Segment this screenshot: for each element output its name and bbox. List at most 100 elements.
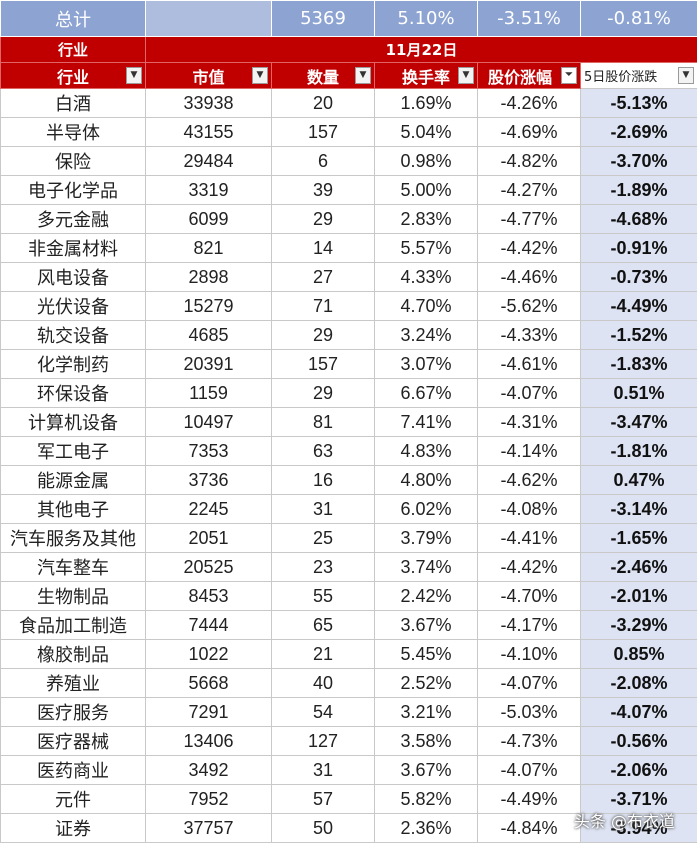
cell-industry[interactable]: 其他电子 (0, 494, 146, 524)
cell-change[interactable]: -4.46% (477, 262, 581, 292)
cell-change5[interactable]: -3.29% (580, 610, 697, 640)
cell-turnover[interactable]: 6.67% (374, 378, 478, 408)
cell-count[interactable]: 157 (271, 349, 375, 379)
cell-turnover[interactable]: 4.83% (374, 436, 478, 466)
cell-change5[interactable]: -3.94% (580, 813, 697, 843)
filter-active-icon[interactable]: ⏷ (561, 67, 577, 84)
cell-change[interactable]: -4.69% (477, 117, 581, 147)
cell-change5[interactable]: -0.91% (580, 233, 697, 263)
cell-turnover[interactable]: 5.57% (374, 233, 478, 263)
cell-turnover[interactable]: 5.04% (374, 117, 478, 147)
cell-cap[interactable]: 8453 (145, 581, 272, 611)
cell-count[interactable]: 31 (271, 494, 375, 524)
cell-count[interactable]: 71 (271, 291, 375, 321)
cell-change5[interactable]: -3.70% (580, 146, 697, 176)
cell-count[interactable]: 65 (271, 610, 375, 640)
cell-cap[interactable]: 29484 (145, 146, 272, 176)
cell-change[interactable]: -4.42% (477, 552, 581, 582)
cell-turnover[interactable]: 3.79% (374, 523, 478, 553)
cell-industry[interactable]: 汽车整车 (0, 552, 146, 582)
cell-count[interactable]: 54 (271, 697, 375, 727)
cell-cap[interactable]: 20391 (145, 349, 272, 379)
cell-cap[interactable]: 2245 (145, 494, 272, 524)
cell-turnover[interactable]: 5.82% (374, 784, 478, 814)
cell-turnover[interactable]: 4.70% (374, 291, 478, 321)
cell-cap[interactable]: 10497 (145, 407, 272, 437)
cell-change[interactable]: -4.82% (477, 146, 581, 176)
cell-industry[interactable]: 计算机设备 (0, 407, 146, 437)
cell-change5[interactable]: -3.71% (580, 784, 697, 814)
cell-change5[interactable]: -0.56% (580, 726, 697, 756)
cell-count[interactable]: 20 (271, 88, 375, 118)
cell-industry[interactable]: 保险 (0, 146, 146, 176)
cell-change[interactable]: -4.73% (477, 726, 581, 756)
cell-count[interactable]: 39 (271, 175, 375, 205)
cell-cap[interactable]: 3736 (145, 465, 272, 495)
cell-count[interactable]: 57 (271, 784, 375, 814)
cell-count[interactable]: 40 (271, 668, 375, 698)
cell-turnover[interactable]: 2.42% (374, 581, 478, 611)
cell-count[interactable]: 50 (271, 813, 375, 843)
cell-change[interactable]: -4.41% (477, 523, 581, 553)
cell-industry[interactable]: 能源金属 (0, 465, 146, 495)
cell-change[interactable]: -4.17% (477, 610, 581, 640)
cell-change[interactable]: -4.77% (477, 204, 581, 234)
cell-change5[interactable]: -0.73% (580, 262, 697, 292)
cell-count[interactable]: 16 (271, 465, 375, 495)
cell-change[interactable]: -4.61% (477, 349, 581, 379)
cell-count[interactable]: 25 (271, 523, 375, 553)
dropdown-arrow-icon[interactable]: ▼ (678, 67, 694, 84)
dropdown-arrow-icon[interactable]: ▼ (355, 67, 371, 84)
cell-turnover[interactable]: 1.69% (374, 88, 478, 118)
cell-turnover[interactable]: 0.98% (374, 146, 478, 176)
cell-cap[interactable]: 2051 (145, 523, 272, 553)
cell-count[interactable]: 29 (271, 204, 375, 234)
column-header-count[interactable]: 数量 ▼ (271, 62, 375, 89)
cell-cap[interactable]: 1159 (145, 378, 272, 408)
cell-industry[interactable]: 橡胶制品 (0, 639, 146, 669)
cell-change5[interactable]: -4.07% (580, 697, 697, 727)
cell-industry[interactable]: 生物制品 (0, 581, 146, 611)
cell-change5[interactable]: 0.51% (580, 378, 697, 408)
cell-change5[interactable]: -3.14% (580, 494, 697, 524)
cell-industry[interactable]: 风电设备 (0, 262, 146, 292)
cell-industry[interactable]: 环保设备 (0, 378, 146, 408)
cell-change5[interactable]: -4.68% (580, 204, 697, 234)
cell-cap[interactable]: 2898 (145, 262, 272, 292)
cell-cap[interactable]: 20525 (145, 552, 272, 582)
cell-change5[interactable]: -5.13% (580, 88, 697, 118)
cell-cap[interactable]: 3492 (145, 755, 272, 785)
cell-industry[interactable]: 白酒 (0, 88, 146, 118)
cell-turnover[interactable]: 7.41% (374, 407, 478, 437)
cell-change[interactable]: -4.31% (477, 407, 581, 437)
cell-industry[interactable]: 半导体 (0, 117, 146, 147)
cell-change[interactable]: -4.42% (477, 233, 581, 263)
cell-cap[interactable]: 7353 (145, 436, 272, 466)
cell-count[interactable]: 6 (271, 146, 375, 176)
cell-industry[interactable]: 多元金融 (0, 204, 146, 234)
cell-industry[interactable]: 医疗器械 (0, 726, 146, 756)
cell-industry[interactable]: 医疗服务 (0, 697, 146, 727)
cell-change[interactable]: -5.62% (477, 291, 581, 321)
cell-cap[interactable]: 33938 (145, 88, 272, 118)
cell-change[interactable]: -5.03% (477, 697, 581, 727)
column-header-change5[interactable]: 5日股价涨跌 ▼ (580, 62, 697, 89)
cell-count[interactable]: 27 (271, 262, 375, 292)
dropdown-arrow-icon[interactable]: ▼ (252, 67, 268, 84)
cell-change[interactable]: -4.26% (477, 88, 581, 118)
cell-count[interactable]: 81 (271, 407, 375, 437)
cell-turnover[interactable]: 4.80% (374, 465, 478, 495)
cell-cap[interactable]: 15279 (145, 291, 272, 321)
cell-change5[interactable]: -4.49% (580, 291, 697, 321)
cell-count[interactable]: 55 (271, 581, 375, 611)
cell-change5[interactable]: -2.06% (580, 755, 697, 785)
cell-turnover[interactable]: 3.58% (374, 726, 478, 756)
cell-turnover[interactable]: 3.21% (374, 697, 478, 727)
cell-change[interactable]: -4.08% (477, 494, 581, 524)
cell-change5[interactable]: -1.83% (580, 349, 697, 379)
cell-cap[interactable]: 37757 (145, 813, 272, 843)
cell-change[interactable]: -4.14% (477, 436, 581, 466)
cell-cap[interactable]: 3319 (145, 175, 272, 205)
cell-turnover[interactable]: 3.67% (374, 755, 478, 785)
cell-cap[interactable]: 1022 (145, 639, 272, 669)
